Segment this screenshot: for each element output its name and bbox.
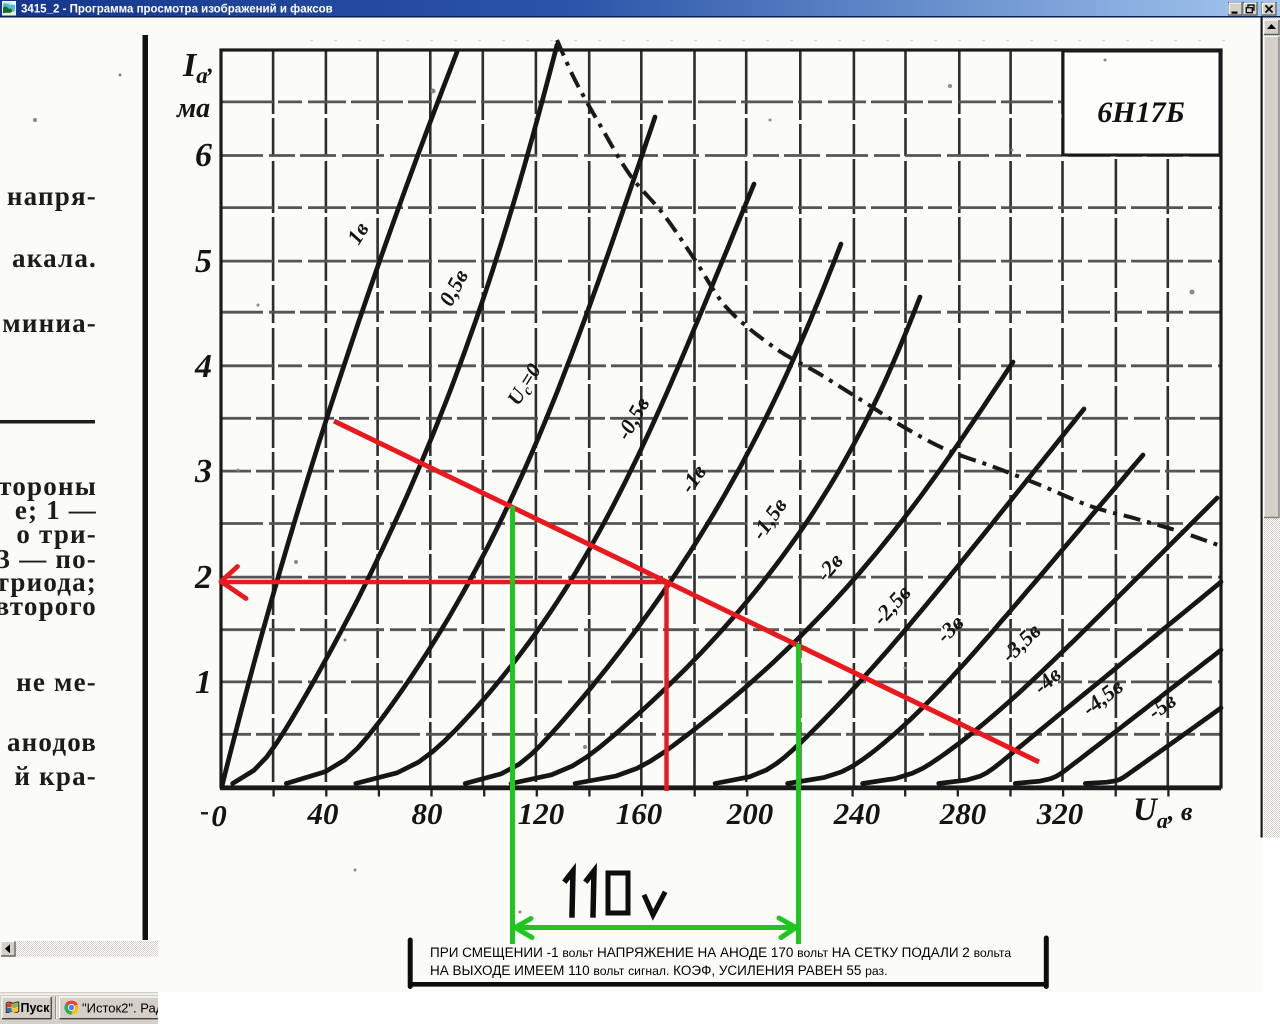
svg-text:второго: второго <box>0 591 97 621</box>
svg-text:80: 80 <box>412 796 443 831</box>
svg-text:4: 4 <box>194 348 212 385</box>
svg-text:тороны: тороны <box>0 471 97 501</box>
svg-text:6: 6 <box>195 137 212 174</box>
svg-text:5: 5 <box>195 243 212 280</box>
svg-text:3415_2 - Программа просмотра и: 3415_2 - Программа просмотра изображений… <box>21 4 333 16</box>
svg-text:120: 120 <box>518 796 565 831</box>
svg-text:3: 3 <box>194 453 212 490</box>
svg-text:160: 160 <box>616 796 663 831</box>
svg-text:ПРИ СМЕЩЕНИИ -1 вольт НАПРЯЖЕ: ПРИ СМЕЩЕНИИ -1 вольт НАПРЯЖЕНИЕ НА АНОД… <box>430 945 1011 960</box>
svg-text:напря-: напря- <box>7 181 97 211</box>
svg-text:миниа-: миниа- <box>2 308 97 338</box>
svg-text:1: 1 <box>195 664 212 701</box>
svg-text:"Исток2". Ради: "Исток2". Ради <box>82 1001 171 1016</box>
svg-text:320: 320 <box>1036 796 1084 831</box>
svg-text:6Н17Б: 6Н17Б <box>1097 96 1184 129</box>
svg-text:анодов: анодов <box>7 727 97 757</box>
svg-text:не ме-: не ме- <box>16 667 97 697</box>
svg-text:40: 40 <box>307 796 339 831</box>
svg-text:ма: ма <box>176 93 210 124</box>
svg-text:2: 2 <box>194 559 212 596</box>
svg-text:акала.: акала. <box>12 243 97 273</box>
svg-text:240: 240 <box>833 796 881 831</box>
svg-text:Пуск: Пуск <box>21 1001 51 1015</box>
svg-text:о три-: о три- <box>16 519 97 549</box>
svg-text:е; 1 —: е; 1 — <box>15 495 97 525</box>
svg-text:200: 200 <box>726 796 774 831</box>
svg-text:НА ВЫХОДЕ ИМЕЕМ 110 вольт: НА ВЫХОДЕ ИМЕЕМ 110 вольт сигнал. КОЭФ, … <box>430 963 888 978</box>
svg-text:3 — по-: 3 — по- <box>0 544 97 574</box>
svg-text:триода;: триода; <box>0 567 97 597</box>
svg-text:0: 0 <box>211 798 227 833</box>
svg-text:280: 280 <box>939 796 987 831</box>
svg-text:й кра-: й кра- <box>14 761 97 791</box>
